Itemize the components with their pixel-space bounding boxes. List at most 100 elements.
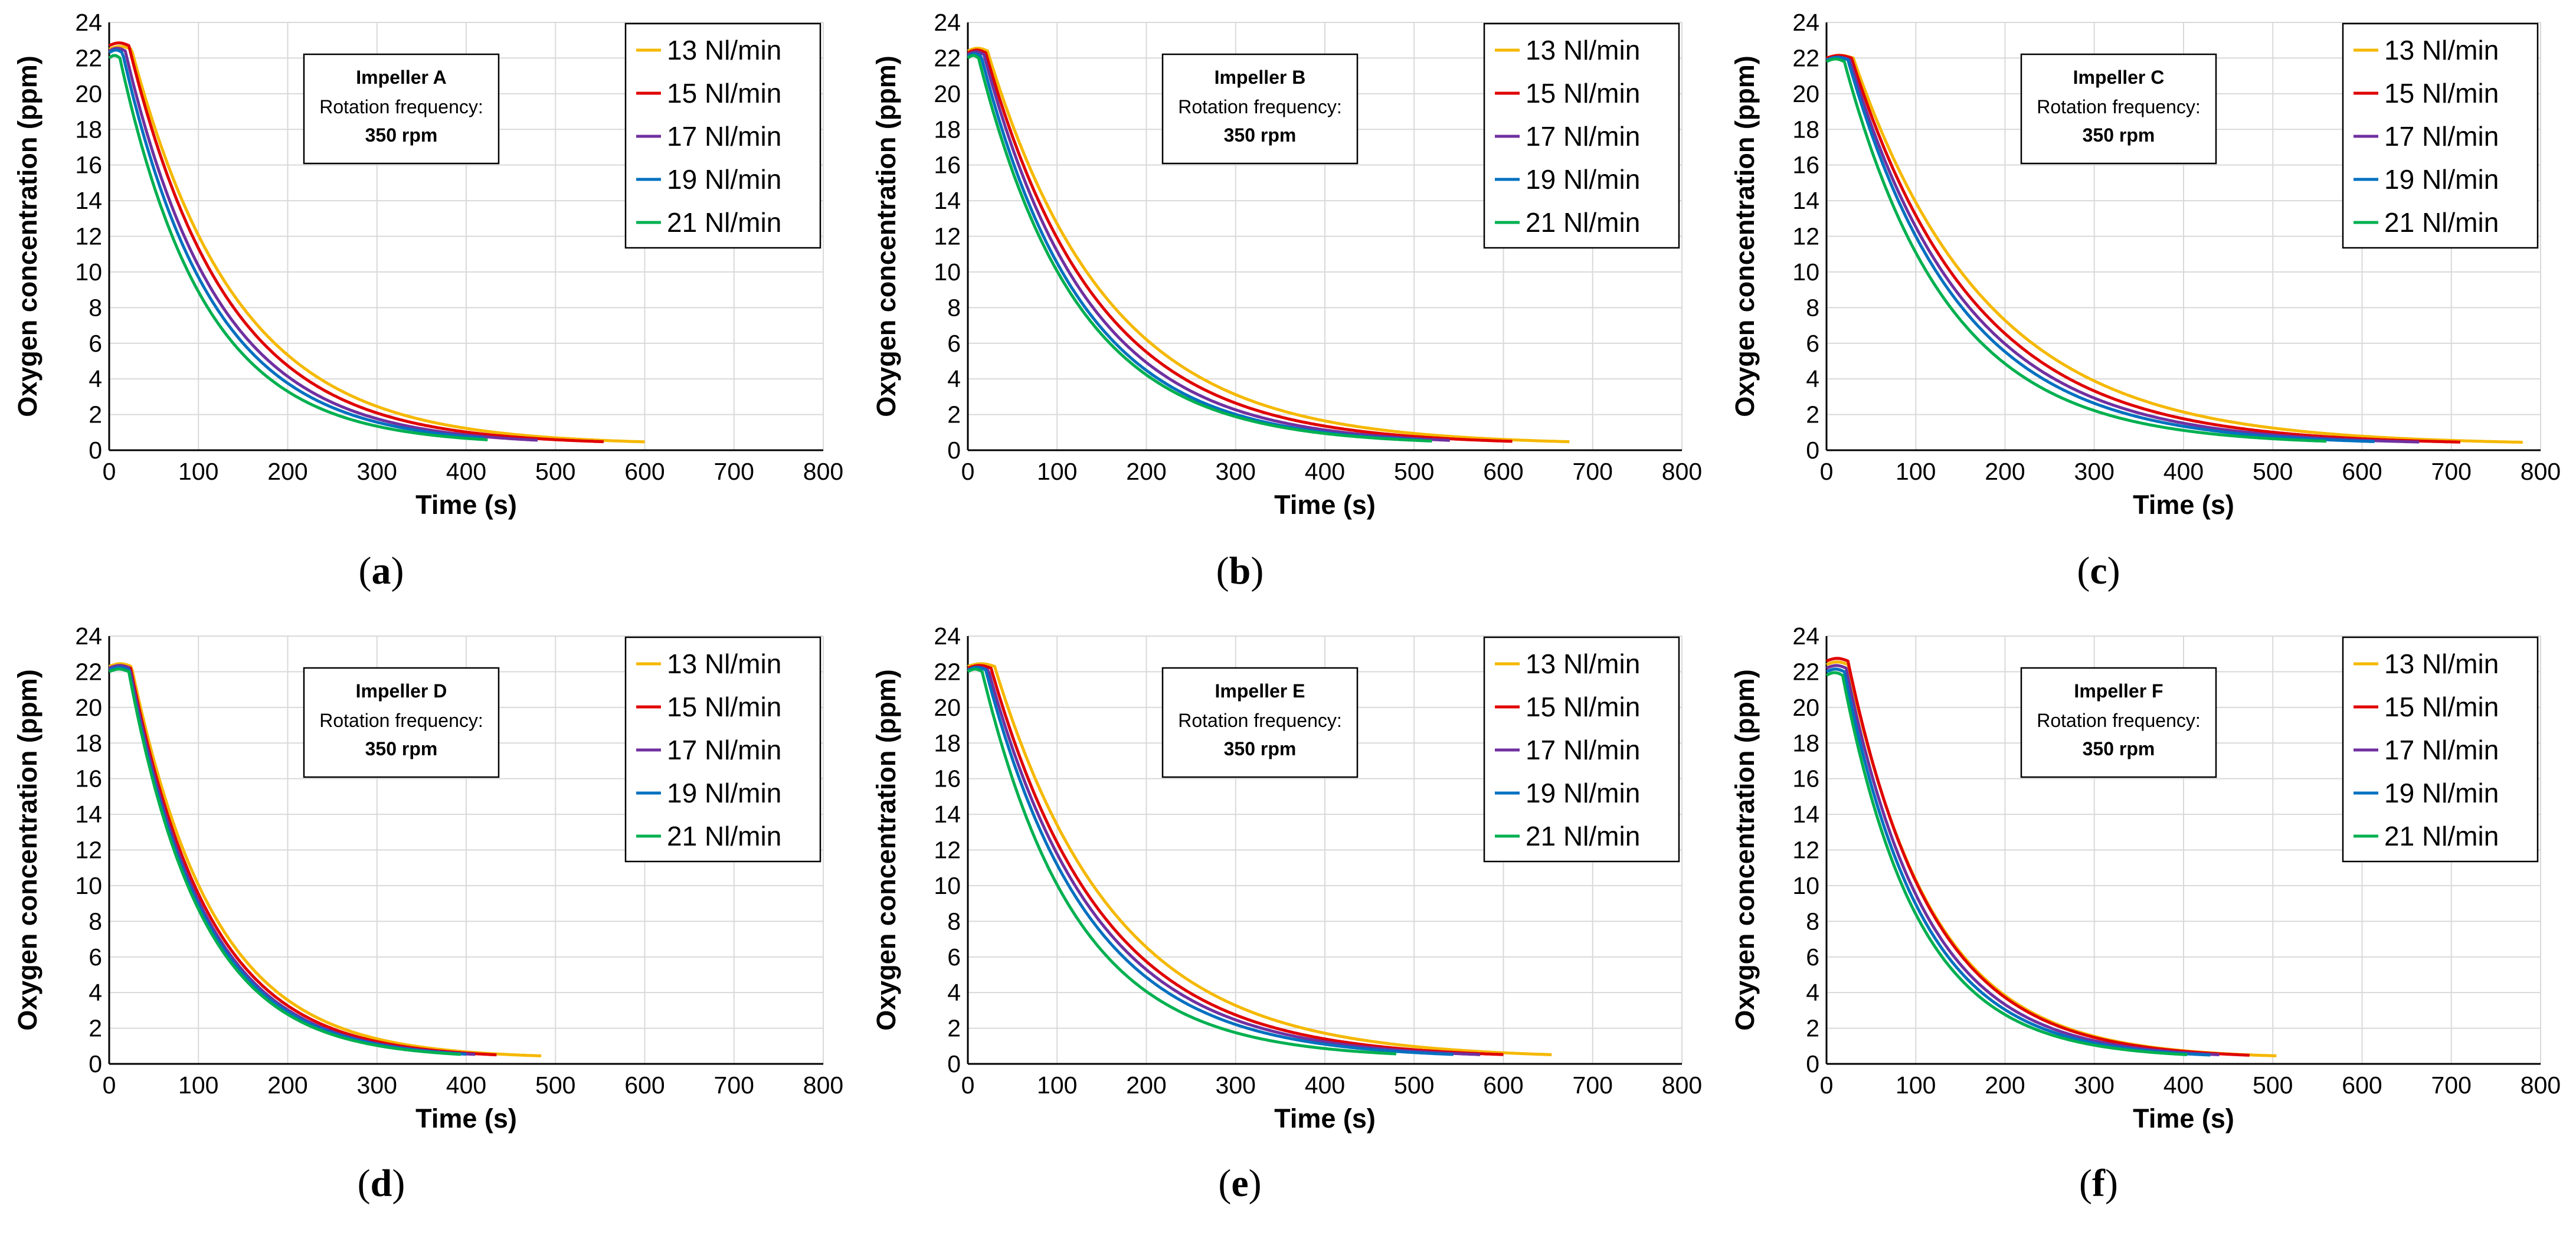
series-line-13 — [967, 47, 1570, 444]
y-tick-label: 16 — [934, 765, 961, 792]
series-group — [108, 41, 645, 444]
series-group — [1825, 54, 2523, 444]
annotation-line2: 350 rpm — [365, 125, 438, 146]
annotation-line1: Rotation frequency: — [2037, 710, 2201, 731]
annotation-line2: 350 rpm — [2083, 738, 2155, 759]
y-tick-label: 2 — [89, 1015, 102, 1042]
y-tick-label: 18 — [1792, 116, 1819, 143]
x-tick-labels: 0 100 200 300 400 500 600 700 800 — [103, 458, 844, 485]
x-tick-label: 300 — [2074, 458, 2115, 485]
legend-label: 13 Nl/min — [1526, 648, 1640, 679]
annotation-frame — [2020, 667, 2217, 778]
series-line-15 — [109, 41, 604, 444]
legend-label: 13 Nl/min — [1526, 35, 1640, 65]
annotation-box: Impeller C Rotation frequency: 350 rpm — [2020, 53, 2217, 165]
x-axis-title: Time (s) — [2133, 490, 2234, 520]
legend-label: 21 Nl/min — [1526, 207, 1640, 238]
y-tick-label: 4 — [947, 979, 961, 1006]
legend-label: 19 Nl/min — [667, 164, 781, 195]
y-tick-label: 18 — [75, 116, 102, 143]
y-tick-label: 14 — [934, 801, 961, 828]
series-line-13 — [1826, 54, 2523, 444]
x-tick-label: 800 — [2521, 1072, 2561, 1099]
legend-label: 15 Nl/min — [2384, 692, 2499, 722]
legend-label: 15 Nl/min — [1526, 692, 1640, 722]
y-tick-label: 0 — [1806, 437, 1819, 464]
annotation-box: Impeller D Rotation frequency: 350 rpm — [303, 667, 500, 778]
chart-panel-c: 0 100 200 300 400 500 600 700 800024681012141618… — [1730, 9, 2561, 520]
legend: 13 Nl/min 15 Nl/min 17 Nl/min 19 Nl/min 21 N… — [1483, 22, 1680, 249]
series-line-13 — [109, 45, 645, 444]
y-tick-label: 20 — [75, 80, 102, 107]
panel-label-f: (f) — [2079, 1162, 2118, 1205]
series-line-21 — [967, 667, 1397, 1056]
series-line-21 — [1825, 57, 2327, 443]
panel-label-b: (b) — [1216, 549, 1264, 592]
annotation-line1: Rotation frequency: — [1178, 96, 1342, 117]
x-tick-label: 400 — [1305, 458, 1345, 485]
series-group — [109, 662, 542, 1057]
legend-label: 21 Nl/min — [667, 207, 781, 238]
y-tick-label: 20 — [1792, 694, 1819, 721]
x-tick-label: 600 — [624, 1072, 665, 1099]
y-tick-label: 22 — [75, 658, 102, 685]
x-tick-label: 0 — [1820, 458, 1834, 485]
annotation-title: Impeller B — [1215, 67, 1306, 88]
annotation-box: Impeller E Rotation frequency: 350 rpm — [1161, 667, 1359, 778]
series-group — [967, 662, 1552, 1056]
legend-label: 13 Nl/min — [2384, 648, 2499, 679]
series-line-17 — [967, 666, 1481, 1056]
annotation-title: Impeller F — [2074, 680, 2163, 702]
x-tick-label: 500 — [2253, 458, 2293, 485]
y-tick-label: 12 — [1792, 837, 1819, 864]
x-tick-label: 400 — [2163, 1072, 2204, 1099]
legend-label: 15 Nl/min — [667, 78, 781, 109]
x-tick-label: 600 — [624, 458, 665, 485]
annotation-line2: 350 rpm — [1224, 738, 1297, 759]
x-tick-labels: 0 100 200 300 400 500 600 700 800 — [961, 1072, 1703, 1099]
x-tick-label: 500 — [535, 458, 575, 485]
series-line-21 — [108, 54, 488, 441]
chart-panel-a: 0 100 200 300 400 500 600 700 800024681012141618… — [12, 9, 844, 520]
series-line-19 — [108, 48, 485, 440]
annotation-line2: 350 rpm — [1224, 125, 1297, 146]
y-axis-title: Oxygen concentration (ppm) — [1730, 55, 1760, 417]
y-tick-label: 16 — [1792, 765, 1819, 792]
chart-panel-b: 0 100 200 300 400 500 600 700 800024681012141618… — [871, 9, 1702, 520]
legend-label: 19 Nl/min — [1526, 778, 1640, 808]
y-tick-label: 22 — [1792, 658, 1819, 685]
x-tick-label: 700 — [1573, 458, 1613, 485]
y-axis-title: Oxygen concentration (ppm) — [12, 669, 42, 1031]
y-tick-label: 0 — [1806, 1050, 1819, 1077]
x-tick-label: 100 — [1896, 458, 1936, 485]
x-tick-label: 400 — [2163, 458, 2204, 485]
legend-label: 13 Nl/min — [2384, 35, 2499, 65]
x-tick-label: 500 — [1394, 458, 1434, 485]
y-tick-label: 22 — [934, 44, 961, 71]
y-tick-label: 14 — [1792, 187, 1819, 214]
x-axis-title: Time (s) — [1274, 1103, 1376, 1134]
y-tick-label: 18 — [75, 729, 102, 756]
legend-label: 13 Nl/min — [667, 35, 781, 65]
y-axis-title: Oxygen concentration (ppm) — [12, 55, 42, 417]
x-tick-label: 400 — [446, 1072, 486, 1099]
y-tick-label: 24 — [75, 9, 102, 36]
y-tick-label: 6 — [1806, 944, 1819, 971]
annotation-title: Impeller C — [2073, 67, 2165, 88]
annotation-frame — [1161, 53, 1359, 165]
x-tick-label: 300 — [357, 1072, 397, 1099]
y-tick-label: 4 — [947, 365, 961, 392]
x-tick-label: 100 — [1037, 458, 1077, 485]
x-tick-label: 600 — [1483, 1072, 1523, 1099]
annotation-frame — [2020, 53, 2217, 165]
y-tick-label: 0 — [947, 1050, 961, 1077]
y-tick-label: 12 — [75, 837, 102, 864]
series-line-17 — [108, 47, 538, 442]
y-tick-label: 10 — [934, 258, 961, 286]
y-tick-label: 24 — [934, 9, 961, 36]
y-tick-label: 10 — [934, 872, 961, 899]
